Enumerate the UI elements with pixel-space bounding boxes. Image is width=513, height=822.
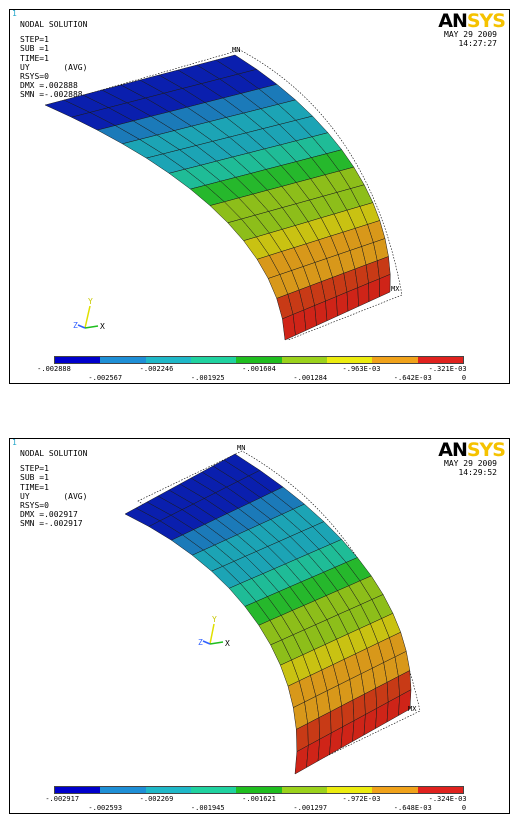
solution-info: NODAL SOLUTION STEP=1 SUB =1 TIME=1 UY (…: [20, 20, 87, 100]
axis-z-label: Z: [198, 638, 203, 647]
legend-color-bar: [54, 356, 464, 364]
timestamp: MAY 29 2009 14:29:52: [444, 459, 497, 477]
legend-swatch: [100, 357, 146, 363]
date-label: MAY 29 2009: [444, 30, 497, 39]
legend-swatch: [281, 357, 327, 363]
smn-value: SMN =-.002917: [20, 519, 83, 529]
legend-swatch: [417, 787, 463, 793]
legend-label: -.001945: [190, 804, 225, 812]
legend-label: -.648E-03: [393, 804, 432, 812]
sub-value: SUB =1: [20, 44, 49, 54]
solution-title: NODAL SOLUTION: [20, 449, 88, 458]
ansys-logo: ANSYS: [438, 439, 506, 461]
legend-label: -.324E-03: [428, 795, 467, 803]
dmx-value: DMX =.002888: [20, 81, 78, 91]
contour-mesh: [124, 450, 421, 775]
mesh-element: [379, 273, 391, 298]
solution-info: NODAL SOLUTION STEP=1 SUB =1 TIME=1 UY (…: [20, 449, 87, 529]
mesh-element: [346, 287, 359, 312]
mesh-element: [325, 296, 338, 322]
legend-swatch: [100, 787, 146, 793]
legend-swatch: [372, 357, 418, 363]
time-label: 14:29:52: [458, 468, 497, 477]
axis-z-label: Z: [73, 321, 78, 330]
ansys-logo: ANSYS: [438, 10, 506, 32]
mesh-element: [314, 300, 328, 326]
legend-label: -.001621: [242, 795, 276, 803]
legend-swatch: [236, 357, 282, 363]
smn-value: SMN =-.002888: [20, 90, 83, 100]
legend-swatch: [190, 787, 237, 793]
legend-label: -.002593: [88, 804, 123, 812]
contour-legend: -.002917 -.002269 -.001621 -.972E-03 -.3…: [45, 786, 467, 814]
deformed-shell-model: MN MX Y Z X: [124, 444, 421, 775]
legend-label: -.002567: [88, 374, 123, 382]
legend-color-bar: [54, 786, 464, 794]
legend-swatch: [236, 787, 282, 793]
axis-y-label: Y: [212, 615, 217, 624]
legend-label: -.972E-03: [342, 795, 381, 803]
legend-label: -.002917: [45, 795, 80, 803]
mesh-element: [336, 291, 349, 317]
legend-label: 0: [461, 374, 467, 382]
min-marker: MN: [232, 46, 240, 54]
axis-x-label: X: [100, 322, 105, 331]
legend-label: -.963E-03: [342, 365, 381, 373]
time-value: TIME=1: [20, 53, 49, 63]
deformed-shell-model: MN MX Y Z X: [44, 46, 403, 341]
legend-swatch: [326, 787, 373, 793]
contour-legend: -.002888 -.002246 -.001604 -.963E-03 -.3…: [37, 356, 467, 384]
sub-value: SUB =1: [20, 473, 49, 483]
window-index: 1: [12, 438, 17, 447]
rsys-value: RSYS=0: [20, 501, 49, 511]
step-value: STEP=1: [20, 35, 49, 45]
timestamp: MAY 29 2009 14:27:27: [444, 30, 497, 48]
time-value: TIME=1: [20, 482, 49, 492]
legend-swatch: [372, 787, 418, 793]
legend-swatch: [145, 787, 191, 793]
step-value: STEP=1: [20, 464, 49, 474]
max-marker: MX: [408, 705, 417, 713]
legend-label: 0: [461, 804, 467, 812]
legend-label: -.002888: [37, 365, 71, 373]
rsys-value: RSYS=0: [20, 72, 49, 82]
date-label: MAY 29 2009: [444, 459, 497, 468]
legend-swatch: [281, 787, 327, 793]
window-index: 1: [12, 9, 17, 18]
legend-label: -.002246: [139, 365, 174, 373]
time-label: 14:27:27: [458, 39, 497, 48]
mesh-element: [398, 689, 412, 716]
legend-label: -.002269: [139, 795, 174, 803]
dmx-value: DMX =.002917: [20, 510, 78, 520]
min-marker: MN: [237, 444, 245, 452]
legend-swatch: [417, 357, 463, 363]
axis-triad: Y Z X: [198, 615, 230, 648]
plot-window-2: 1 NODAL SOLUTION STEP=1 SUB =1 TIME=1 UY…: [9, 438, 510, 814]
contour-mesh: [44, 49, 403, 341]
legend-label: -.642E-03: [393, 374, 432, 382]
legend-label: -.001925: [190, 374, 225, 382]
legend-swatch: [190, 357, 237, 363]
result-type: UY (AVG): [20, 491, 88, 501]
legend-label: -.001284: [293, 374, 328, 382]
solution-title: NODAL SOLUTION: [20, 20, 88, 29]
legend-swatch: [55, 787, 101, 793]
axis-triad: Y Z X: [73, 297, 105, 331]
max-marker: MX: [391, 285, 400, 293]
legend-swatch: [326, 357, 373, 363]
legend-label: -.001297: [293, 804, 328, 812]
plot-window-1: 1 NODAL SOLUTION STEP=1 SUB =1 TIME=1 UY…: [9, 9, 510, 384]
legend-swatch: [145, 357, 191, 363]
legend-label: -.321E-03: [428, 365, 467, 373]
axis-y-label: Y: [88, 297, 93, 306]
legend-swatch: [55, 357, 101, 363]
axis-x-label: X: [225, 639, 230, 648]
mesh-element: [303, 305, 317, 331]
result-type: UY (AVG): [20, 62, 88, 72]
legend-label: -.001604: [242, 365, 276, 373]
